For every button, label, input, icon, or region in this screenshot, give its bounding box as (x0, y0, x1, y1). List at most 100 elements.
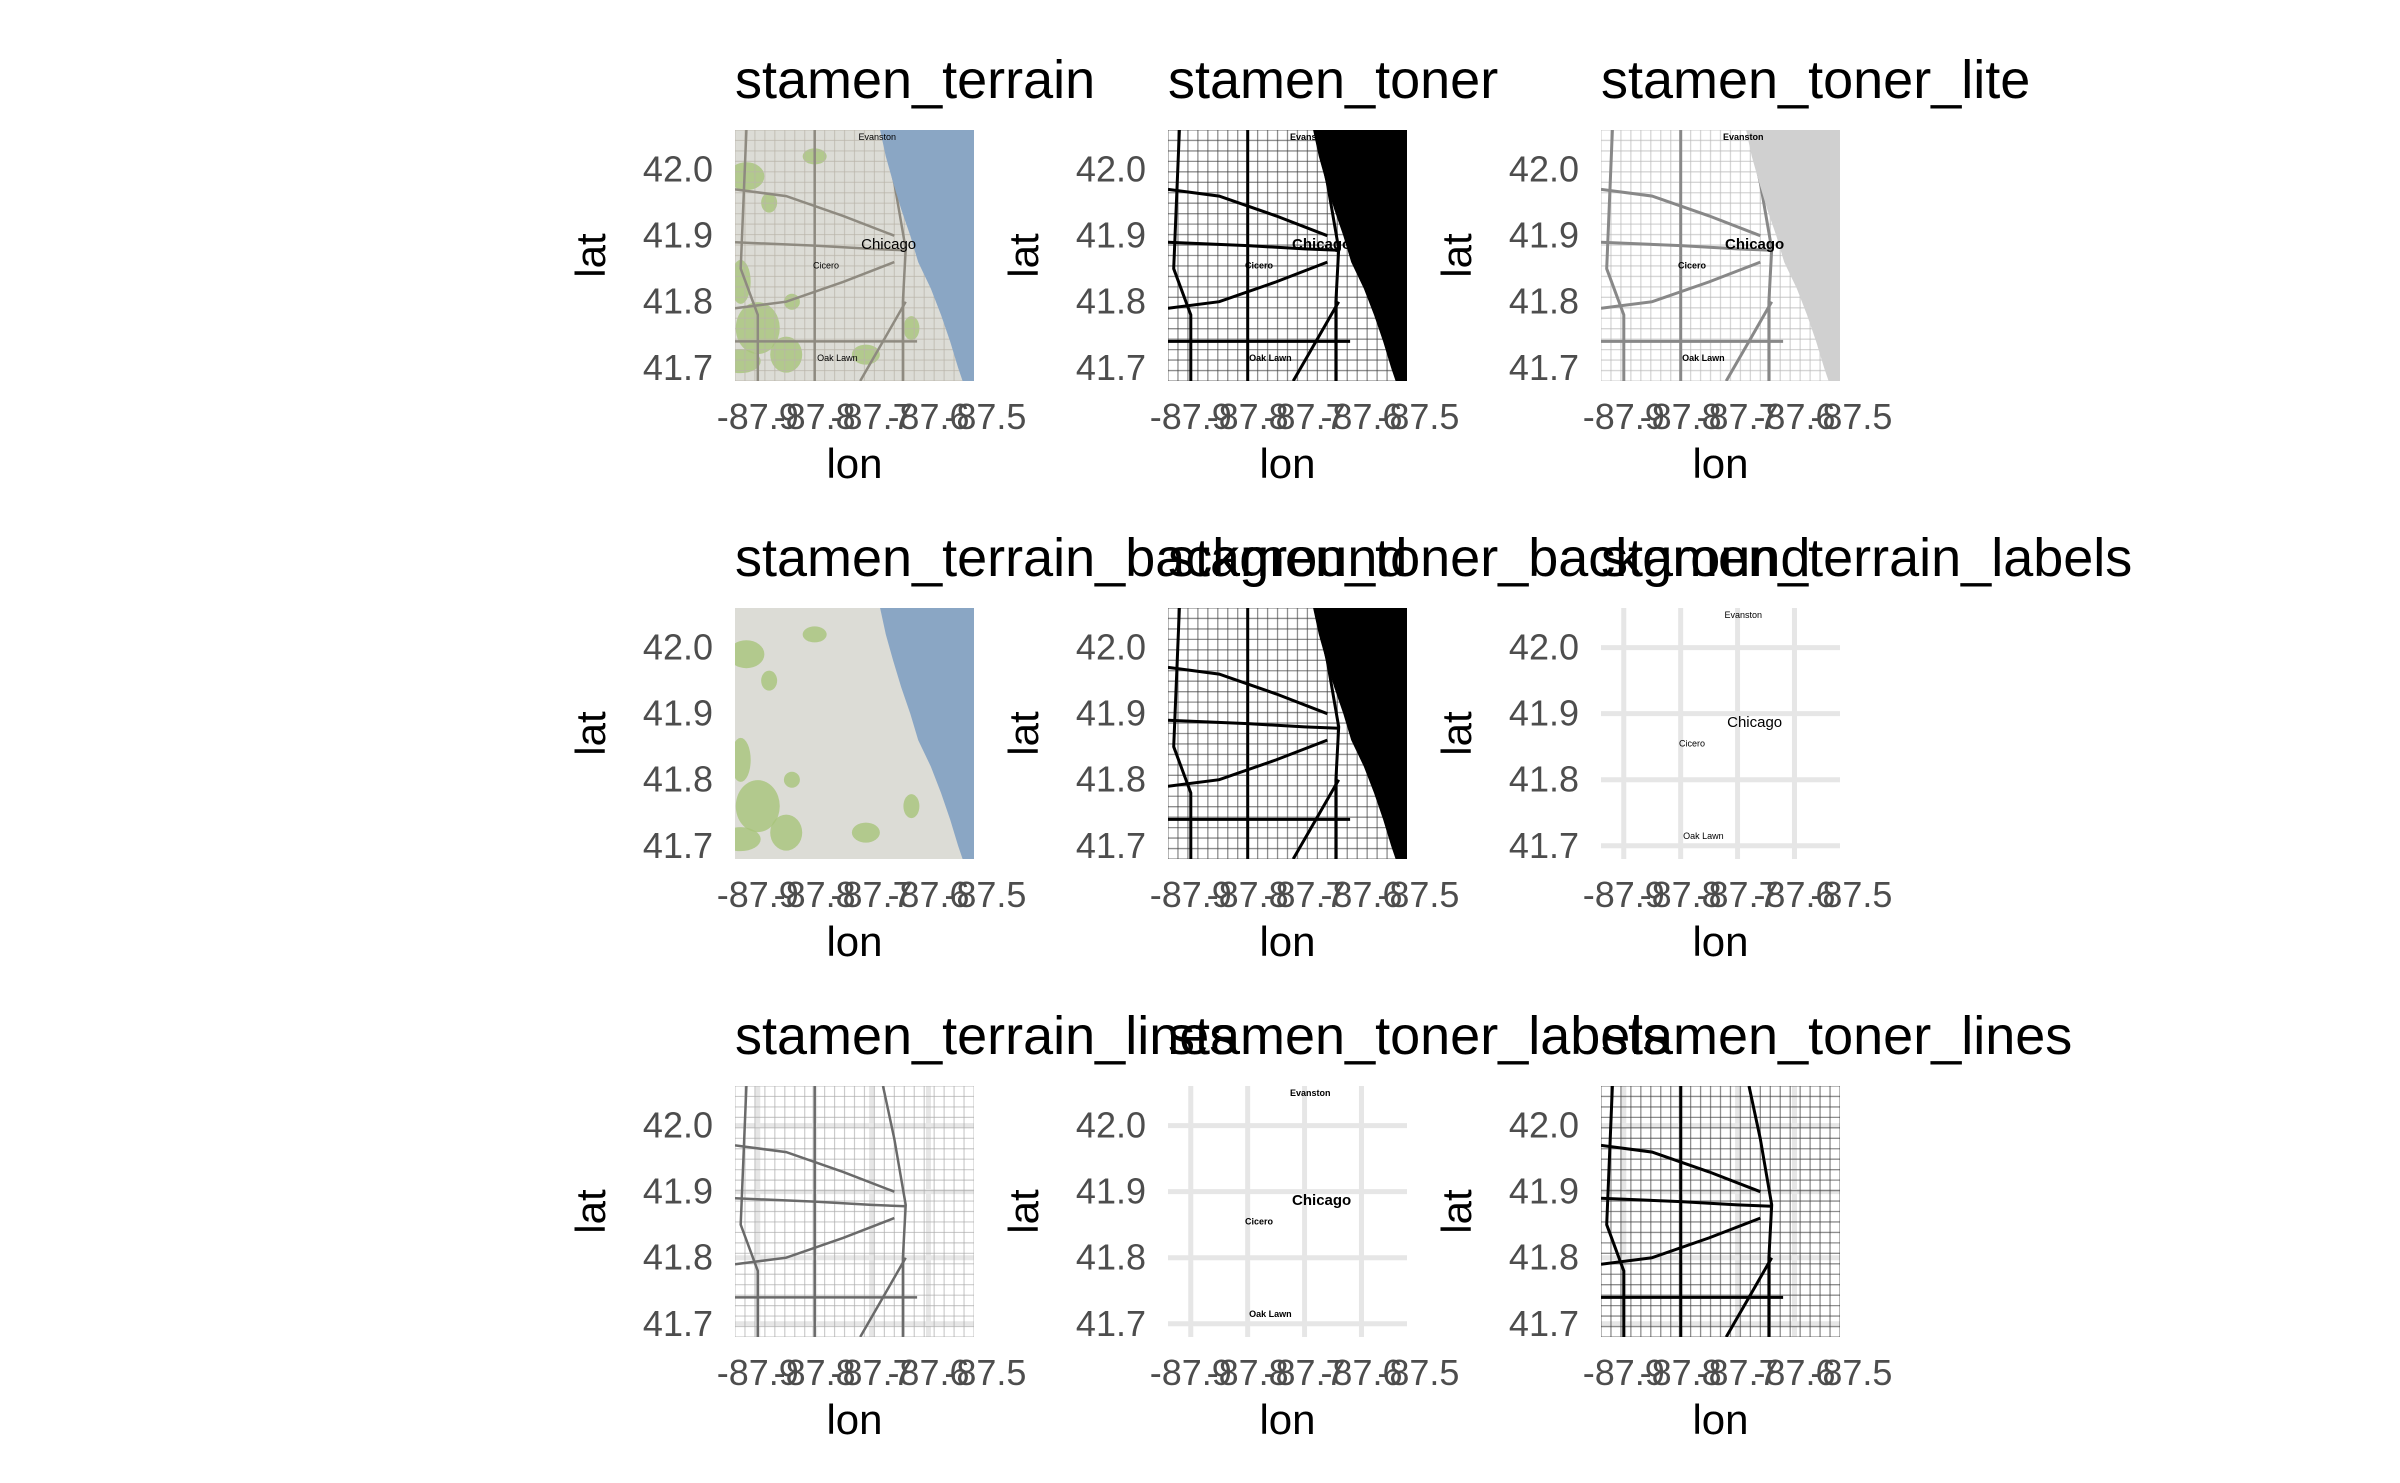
x-tick-label: -87.7 (1264, 396, 1346, 437)
y-tick-label: 41.9 (1509, 693, 1579, 734)
x-tick-label: -87.8 (1207, 1352, 1289, 1393)
park-area (761, 670, 778, 691)
map-panel: Evanston Chicago Cicero Oak Lawn stamen_terr… (567, 50, 1095, 487)
park-area (735, 259, 751, 304)
x-tick-label: -87.9 (717, 874, 799, 915)
x-tick-label: -87.8 (1207, 874, 1289, 915)
highway (1168, 240, 1339, 252)
y-tick-label: 41.7 (1509, 825, 1579, 866)
place-label: Cicero (1245, 1217, 1274, 1227)
x-axis-title: lon (826, 918, 882, 965)
x-tick-label: -87.8 (1640, 396, 1722, 437)
panel-title: stamen_toner_background (1168, 528, 1810, 588)
y-tick-label: 41.9 (643, 693, 713, 734)
y-tick-label: 42.0 (1076, 149, 1146, 190)
x-axis-title: lon (1259, 918, 1315, 965)
x-tick-label: -87.7 (1264, 874, 1346, 915)
y-tick-label: 41.9 (643, 1171, 713, 1212)
place-label: Cicero (1245, 261, 1274, 271)
x-tick-label: -87.5 (944, 396, 1026, 437)
y-tick-label: 41.9 (1076, 215, 1146, 256)
x-tick-label: -87.9 (1583, 874, 1665, 915)
x-tick-label: -87.6 (1753, 396, 1835, 437)
x-tick-label: -87.7 (831, 874, 913, 915)
x-axis-title: lon (1259, 1396, 1315, 1443)
map-tile (1601, 1086, 1840, 1337)
x-tick-label: -87.8 (774, 396, 856, 437)
y-tick-label: 41.9 (1509, 1171, 1579, 1212)
x-tick-label: -87.9 (717, 1352, 799, 1393)
y-tick-label: 42.0 (1509, 1105, 1579, 1146)
x-axis-title: lon (1692, 440, 1748, 487)
x-tick-label: -87.5 (1810, 874, 1892, 915)
x-axis-title: lon (1692, 918, 1748, 965)
highway (1747, 1086, 1774, 1337)
y-tick-label: 42.0 (1076, 1105, 1146, 1146)
x-tick-label: -87.7 (1697, 396, 1779, 437)
panel-title: stamen_toner_lite (1601, 50, 2030, 110)
place-label: Chicago (1725, 236, 1784, 253)
place-label: Chicago (861, 236, 916, 253)
place-label: Evanston (1290, 132, 1331, 142)
y-tick-label: 41.8 (643, 281, 713, 322)
highway (739, 1086, 760, 1337)
map-panel: stamen_toner_background 41.7 41.8 41.9 42.0 -… (1000, 528, 1810, 965)
park-area (735, 349, 761, 374)
panel-title: stamen_terrain_background (735, 528, 1407, 588)
y-tick-label: 41.8 (1076, 1237, 1146, 1278)
highway (881, 1086, 907, 1337)
place-label: Oak Lawn (1249, 1309, 1292, 1319)
place-label: Chicago (1727, 714, 1782, 731)
y-tick-label: 41.8 (1076, 759, 1146, 800)
x-tick-label: -87.7 (1697, 874, 1779, 915)
park-area (735, 162, 765, 191)
map-tile: Evanston Chicago Cicero Oak Lawn (1168, 1086, 1407, 1337)
map-panel: Evanston Chicago Cicero Oak Lawn stamen_tone… (1000, 1006, 1669, 1443)
x-tick-label: -87.9 (1150, 396, 1232, 437)
y-axis-title: lat (1433, 711, 1480, 756)
map-panel: stamen_terrain_lines 41.7 41.8 41.9 42.0 -87.… (567, 1006, 1236, 1443)
x-tick-label: -87.5 (1810, 1352, 1892, 1393)
y-tick-label: 41.7 (643, 347, 713, 388)
lake-michigan (1313, 130, 1407, 381)
x-tick-label: -87.6 (1320, 396, 1402, 437)
panel-title: stamen_terrain (735, 50, 1095, 110)
highway (1605, 1086, 1626, 1337)
y-tick-label: 41.9 (643, 215, 713, 256)
y-tick-label: 42.0 (643, 627, 713, 668)
map-panel: stamen_terrain_background 41.7 41.8 41.9 42.… (567, 528, 1407, 965)
highway (1172, 130, 1193, 381)
y-axis-title: lat (567, 233, 614, 278)
x-axis-title: lon (1692, 1396, 1748, 1443)
highway (1601, 240, 1772, 252)
x-tick-label: -87.9 (1150, 874, 1232, 915)
panel-title: stamen_toner_lines (1601, 1006, 2072, 1066)
lake-michigan (1313, 608, 1407, 859)
panel-title: stamen_terrain_labels (1601, 528, 2132, 588)
map-tile (735, 608, 974, 859)
park-area (735, 780, 780, 833)
panel-title: stamen_toner (1168, 50, 1498, 110)
y-tick-label: 41.8 (643, 759, 713, 800)
x-tick-label: -87.6 (1320, 1352, 1402, 1393)
map-tile: Evanston Chicago Cicero Oak Lawn (1601, 608, 1840, 859)
y-tick-label: 41.7 (1076, 825, 1146, 866)
park-area (903, 794, 920, 819)
place-label: Oak Lawn (817, 353, 858, 363)
x-tick-label: -87.9 (1150, 1352, 1232, 1393)
highway (1601, 1196, 1772, 1208)
place-label: Evanston (1723, 132, 1764, 142)
y-tick-label: 41.9 (1076, 693, 1146, 734)
park-area (802, 626, 827, 643)
y-tick-label: 41.8 (1509, 759, 1579, 800)
place-label: Evanston (1724, 610, 1762, 620)
place-label: Cicero (813, 261, 839, 271)
map-panel: Evanston Chicago Cicero Oak Lawn stamen_terr… (1433, 528, 2132, 965)
park-area (735, 640, 765, 669)
x-tick-label: -87.6 (1753, 874, 1835, 915)
y-axis-title: lat (1000, 233, 1047, 278)
y-tick-label: 41.7 (1076, 1303, 1146, 1344)
x-tick-label: -87.6 (887, 396, 969, 437)
y-tick-label: 42.0 (643, 149, 713, 190)
y-axis-title: lat (567, 1189, 614, 1234)
